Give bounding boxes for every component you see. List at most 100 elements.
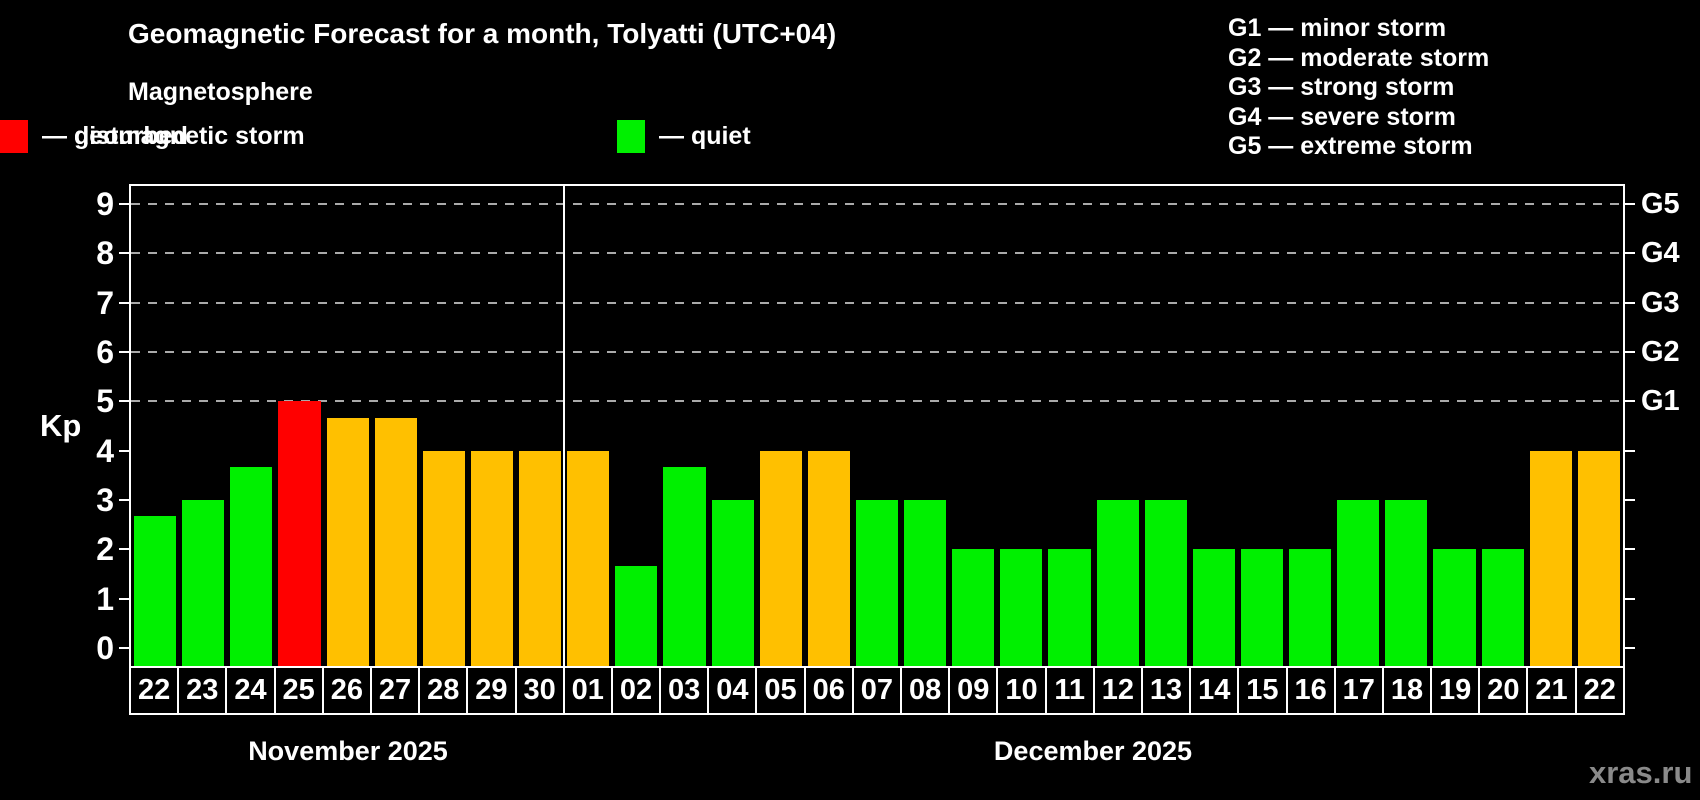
- date-cell-dec-18: 18: [1381, 668, 1430, 713]
- gridline-kp-8: [131, 252, 1623, 255]
- bar-slot-05: [757, 186, 805, 666]
- g-axis-label-g5: G5: [1641, 187, 1680, 220]
- kp-axis-label: Kp: [40, 408, 82, 443]
- date-cell-dec-05: 05: [755, 668, 803, 713]
- chart-title: Geomagnetic Forecast for a month, Tolyat…: [128, 18, 837, 49]
- y-tick-right-9: [1625, 202, 1635, 205]
- kp-bar-dec-10: [1000, 549, 1043, 666]
- legend-label-quiet: — quiet: [659, 122, 751, 150]
- date-cell-dec-20: 20: [1478, 668, 1526, 713]
- date-cell-dec-09: 09: [948, 668, 996, 713]
- g-axis-label-g3: G3: [1641, 286, 1680, 319]
- y-tick-label-3: 3: [96, 482, 114, 519]
- y-tick-right-2: [1625, 548, 1635, 551]
- date-cell-dec-06: 06: [803, 668, 852, 713]
- kp-bar-nov-25: [278, 401, 321, 666]
- g-axis-label-g2: G2: [1641, 335, 1680, 368]
- y-tick-right-4: [1625, 449, 1635, 452]
- date-cell-nov-24: 24: [225, 668, 273, 713]
- legend-item-quiet: — quiet: [617, 120, 751, 153]
- plot-area: [119, 184, 1635, 668]
- y-tick-right-8: [1625, 252, 1635, 255]
- bar-slot-03: [660, 186, 708, 666]
- bar-slot-04: [709, 186, 757, 666]
- kp-bar-dec-20: [1481, 549, 1524, 666]
- date-cell-dec-16: 16: [1285, 668, 1334, 713]
- date-cell-nov-25: 25: [273, 668, 322, 713]
- g-axis-label-g1: G1: [1641, 385, 1680, 418]
- y-tick-right-0: [1625, 647, 1635, 650]
- storm-scale-legend-row: G1 — minor storm: [1228, 14, 1447, 42]
- y-tick-left-6: [119, 350, 129, 353]
- date-cell-dec-01: 01: [562, 668, 611, 713]
- gridline-kp-7: [131, 301, 1623, 304]
- y-tick-left-8: [119, 252, 129, 255]
- bar-slot-29: [468, 186, 516, 666]
- bars: [131, 186, 1623, 666]
- y-tick-label-0: 0: [96, 630, 114, 667]
- date-cell-dec-19: 19: [1430, 668, 1478, 713]
- kp-bar-dec-11: [1048, 549, 1091, 666]
- bar-slot-19: [1430, 186, 1478, 666]
- storm-scale-legend-row: G3 — strong storm: [1228, 73, 1455, 101]
- kp-bar-dec-17: [1337, 500, 1380, 666]
- y-tick-label-6: 6: [96, 333, 114, 370]
- kp-bar-dec-13: [1144, 500, 1187, 666]
- bar-slot-07: [853, 186, 901, 666]
- kp-bar-dec-21: [1529, 450, 1572, 666]
- kp-bar-nov-22: [134, 516, 177, 666]
- bar-slot-23: [179, 186, 227, 666]
- kp-bar-dec-02: [615, 565, 658, 666]
- bar-slot-21: [1527, 186, 1575, 666]
- kp-bar-dec-03: [663, 467, 706, 666]
- gridline-kp-5: [131, 400, 1623, 403]
- watermark: xras.ru: [1589, 755, 1693, 790]
- date-cell-dec-17: 17: [1333, 668, 1382, 713]
- y-tick-left-0: [119, 647, 129, 650]
- kp-bar-dec-05: [759, 450, 802, 666]
- legend-label-storm: — geomagnetic storm: [42, 122, 305, 150]
- date-strip: 22 23 24 25 26 27 28 29 30 01 02 03 04 05 06 07 08 09 10 11…: [129, 666, 1625, 715]
- y-tick-left-2: [119, 548, 129, 551]
- y-tick-right-7: [1625, 301, 1635, 304]
- bar-slot-17: [1334, 186, 1382, 666]
- kp-bar-nov-26: [326, 417, 369, 666]
- y-tick-left-9: [119, 202, 129, 205]
- kp-bar-dec-09: [952, 549, 995, 666]
- kp-bar-nov-27: [374, 417, 417, 666]
- chart-subtitle: Magnetosphere: [128, 78, 313, 106]
- y-tick-label-7: 7: [96, 284, 114, 321]
- storm-scale-legend-row: G4 — severe storm: [1228, 102, 1456, 131]
- y-tick-right-3: [1625, 499, 1635, 502]
- y-axis-labels: 0 1 2 3 4 5 6 7 8 9: [0, 186, 118, 666]
- kp-bar-dec-19: [1433, 549, 1476, 666]
- y-tick-label-8: 8: [96, 235, 114, 272]
- bar-slot-16: [1286, 186, 1334, 666]
- kp-bar-dec-01: [567, 450, 610, 666]
- kp-bar-nov-29: [470, 450, 513, 666]
- month-label-november: November 2025: [248, 736, 448, 766]
- date-cell-dec-15: 15: [1237, 668, 1285, 713]
- date-cell-nov-23: 23: [177, 668, 225, 713]
- kp-bar-dec-16: [1289, 549, 1332, 666]
- kp-bar-nov-23: [182, 500, 225, 666]
- g-axis-label-g4: G4: [1641, 237, 1680, 270]
- y-tick-left-3: [119, 499, 129, 502]
- date-cell-dec-12: 12: [1092, 668, 1141, 713]
- date-cell-nov-30: 30: [514, 668, 563, 713]
- date-cell-nov-22: 22: [137, 674, 171, 706]
- y-tick-left-7: [119, 301, 129, 304]
- date-cell-dec-11: 11: [1044, 668, 1093, 713]
- g-axis-labels: G1 G2 G3 G4 G5: [1641, 186, 1700, 666]
- bar-slot-25: [275, 186, 323, 666]
- date-cell-dec-07: 07: [851, 668, 900, 713]
- storm-scale-legend-row: G2 — moderate storm: [1228, 43, 1490, 72]
- y-tick-left-5: [119, 400, 129, 403]
- bar-slot-11: [1045, 186, 1093, 666]
- kp-bar-dec-18: [1385, 500, 1428, 666]
- bar-slot-26: [324, 186, 372, 666]
- kp-bar-dec-08: [904, 500, 947, 666]
- bar-slot-20: [1479, 186, 1527, 666]
- date-cell-dec-22: 22: [1574, 668, 1623, 713]
- date-cell-dec-10: 10: [996, 668, 1044, 713]
